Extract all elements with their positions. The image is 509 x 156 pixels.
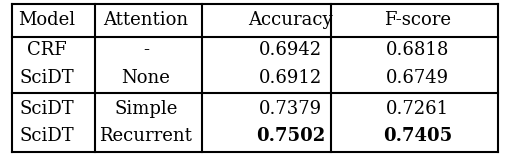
Text: 0.6912: 0.6912: [259, 69, 322, 87]
Text: 0.7379: 0.7379: [259, 100, 322, 118]
Text: Attention: Attention: [103, 11, 188, 29]
Text: F-score: F-score: [383, 11, 450, 29]
Text: 0.6942: 0.6942: [259, 41, 322, 59]
Text: Recurrent: Recurrent: [99, 127, 192, 145]
Text: Simple: Simple: [114, 100, 177, 118]
Text: Model: Model: [18, 11, 75, 29]
Text: SciDT: SciDT: [20, 127, 74, 145]
Text: SciDT: SciDT: [20, 100, 74, 118]
Text: Accuracy: Accuracy: [248, 11, 332, 29]
Text: 0.7502: 0.7502: [256, 127, 325, 145]
Text: SciDT: SciDT: [20, 69, 74, 87]
Text: CRF: CRF: [27, 41, 67, 59]
Text: 0.7261: 0.7261: [385, 100, 448, 118]
Text: None: None: [121, 69, 170, 87]
Text: 0.6818: 0.6818: [385, 41, 448, 59]
Text: 0.6749: 0.6749: [385, 69, 448, 87]
Text: 0.7405: 0.7405: [382, 127, 451, 145]
Text: -: -: [143, 41, 149, 59]
